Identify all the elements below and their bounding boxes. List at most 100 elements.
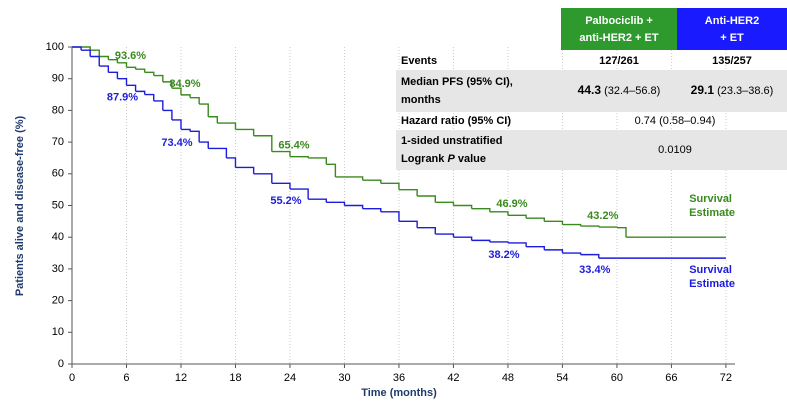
survival-step (362, 207, 382, 212)
annotation: 84.9% (169, 78, 200, 90)
survival-step (108, 71, 119, 79)
x-tick-label: 36 (393, 372, 405, 384)
survival-step (526, 246, 545, 250)
survival-step (190, 130, 200, 143)
survival-step (226, 157, 237, 168)
survival-step (526, 217, 545, 222)
median: 44.3 (578, 83, 602, 97)
annotation: 73.4% (161, 137, 192, 149)
survival-step (544, 249, 564, 254)
survival-step (117, 78, 128, 86)
x-tick-label: 18 (229, 372, 241, 384)
x-tick-label: 24 (284, 372, 296, 384)
survival-step (435, 201, 455, 206)
survival-step (180, 128, 191, 132)
survival-step (580, 253, 600, 259)
curve-label: Estimate (689, 278, 735, 290)
row-label: Events (401, 55, 437, 67)
curve-label: Survival (689, 264, 732, 276)
x-tick-label: 72 (720, 372, 732, 384)
cell: 29.1 (23.3–38.6) (691, 83, 774, 97)
annotation: 33.4% (579, 264, 610, 276)
survival-step (417, 226, 436, 235)
survival-step (271, 182, 291, 190)
survival-step (126, 84, 137, 92)
row-label: 1-sided unstratified (401, 135, 502, 147)
survival-step (544, 220, 564, 225)
row-bg (396, 130, 787, 170)
x-tick-label: 12 (175, 372, 187, 384)
row-label: Logrank P value (401, 153, 486, 165)
row-bg (396, 70, 787, 112)
survival-step (108, 58, 119, 63)
cell: 135/257 (712, 55, 752, 67)
y-tick-label: 100 (46, 41, 64, 53)
text: value (455, 153, 486, 165)
text: P (447, 153, 455, 165)
y-tick-label: 10 (52, 326, 64, 338)
median: 29.1 (691, 83, 715, 97)
survival-step (171, 87, 182, 95)
survival-step (99, 65, 110, 73)
y-tick-label: 80 (52, 104, 64, 116)
survival-step (208, 147, 228, 158)
survival-step (99, 55, 110, 60)
survival-step (208, 116, 219, 124)
x-tick-label: 54 (556, 372, 568, 384)
x-tick-label: 30 (338, 372, 350, 384)
survival-step (117, 62, 128, 68)
survival-step (90, 55, 100, 67)
annotation: 43.2% (587, 210, 618, 222)
annotation: 65.4% (278, 140, 309, 152)
survival-step (153, 74, 164, 82)
survival-step (144, 71, 155, 76)
survival-step (171, 119, 182, 130)
cell: 0.0109 (658, 144, 692, 156)
y-axis-label: Patients alive and disease-free (%) (14, 115, 26, 296)
survival-step (190, 97, 200, 105)
survival-step (471, 207, 491, 212)
survival-step (135, 68, 146, 73)
header-text: Anti-HER2 (705, 15, 759, 27)
survival-step (144, 93, 155, 101)
stats-table: Palbociclib + anti-HER2 + ET Anti-HER2 +… (396, 8, 787, 170)
annotation: 87.9% (107, 91, 138, 103)
survival-step (289, 188, 309, 200)
survival-step (398, 188, 418, 196)
survival-step (398, 220, 418, 228)
survival-step (344, 204, 364, 209)
x-tick-label: 48 (502, 372, 514, 384)
survival-step (199, 141, 209, 149)
x-tick-label: 6 (123, 372, 129, 384)
survival-step (162, 81, 173, 89)
survival-step (271, 150, 291, 157)
cell: 0.74 (0.58–0.94) (635, 115, 716, 127)
ci: (32.4–56.8) (604, 85, 660, 97)
x-tick-label: 42 (447, 372, 459, 384)
header-text: + ET (720, 32, 744, 44)
annotation: 46.9% (496, 198, 527, 210)
survival-step (362, 179, 382, 184)
survival-step (507, 214, 527, 219)
annotation: 93.6% (115, 50, 146, 62)
survival-step (235, 128, 255, 136)
survival-step (90, 49, 100, 57)
header-cell (677, 8, 787, 50)
x-axis-label: Time (months) (361, 387, 437, 399)
annotation: 38.2% (488, 249, 519, 261)
survival-step (489, 211, 509, 216)
curve-label: Estimate (689, 207, 735, 219)
row-label: Median PFS (95% CI), (401, 76, 513, 88)
annotation: 55.2% (270, 195, 301, 207)
x-tick-label: 60 (611, 372, 623, 384)
header-cell (561, 8, 677, 50)
y-tick-label: 60 (52, 168, 64, 180)
survival-step (180, 94, 191, 98)
survival-step (380, 182, 400, 190)
survival-step (598, 226, 618, 228)
y-tick-label: 30 (52, 263, 64, 275)
cell: 127/261 (599, 55, 639, 67)
survival-step (453, 204, 473, 209)
survival-step (580, 225, 600, 228)
y-tick-label: 40 (52, 231, 64, 243)
